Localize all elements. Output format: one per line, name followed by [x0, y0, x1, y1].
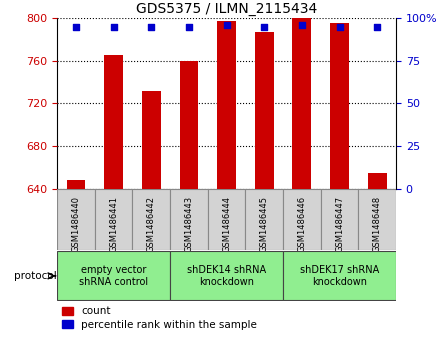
Text: GSM1486447: GSM1486447 [335, 196, 344, 252]
Text: empty vector
shRNA control: empty vector shRNA control [79, 265, 148, 287]
FancyBboxPatch shape [57, 189, 95, 250]
FancyBboxPatch shape [170, 189, 208, 250]
Text: GSM1486444: GSM1486444 [222, 196, 231, 252]
FancyBboxPatch shape [283, 252, 396, 300]
Text: GSM1486440: GSM1486440 [72, 196, 81, 252]
FancyBboxPatch shape [321, 189, 358, 250]
FancyBboxPatch shape [358, 189, 396, 250]
Text: GSM1486446: GSM1486446 [297, 196, 306, 252]
Text: GSM1486442: GSM1486442 [147, 196, 156, 252]
Point [336, 24, 343, 29]
Bar [255, 32, 274, 189]
Text: GSM1486443: GSM1486443 [184, 196, 194, 252]
Bar [180, 61, 198, 189]
Point [110, 24, 117, 29]
Bar [330, 24, 349, 189]
Text: GSM1486445: GSM1486445 [260, 196, 269, 252]
Text: shDEK17 shRNA
knockdown: shDEK17 shRNA knockdown [300, 265, 379, 287]
Point [223, 22, 230, 28]
Point [298, 22, 305, 28]
Bar [142, 91, 161, 189]
Text: shDEK14 shRNA
knockdown: shDEK14 shRNA knockdown [187, 265, 266, 287]
Bar [217, 21, 236, 189]
Text: GSM1486441: GSM1486441 [109, 196, 118, 252]
FancyBboxPatch shape [95, 189, 132, 250]
FancyBboxPatch shape [283, 189, 321, 250]
FancyBboxPatch shape [208, 189, 246, 250]
Point [148, 24, 155, 29]
FancyBboxPatch shape [170, 252, 283, 300]
Bar [368, 173, 387, 189]
FancyBboxPatch shape [57, 252, 170, 300]
Text: GSM1486448: GSM1486448 [373, 196, 381, 252]
Point [374, 24, 381, 29]
Title: GDS5375 / ILMN_2115434: GDS5375 / ILMN_2115434 [136, 2, 317, 16]
Bar [104, 56, 123, 189]
FancyBboxPatch shape [132, 189, 170, 250]
Legend: count, percentile rank within the sample: count, percentile rank within the sample [62, 306, 257, 330]
Point [73, 24, 80, 29]
Text: protocol: protocol [15, 271, 57, 281]
Bar [66, 180, 85, 189]
Point [185, 24, 192, 29]
Point [261, 24, 268, 29]
Bar [293, 18, 312, 189]
FancyBboxPatch shape [246, 189, 283, 250]
